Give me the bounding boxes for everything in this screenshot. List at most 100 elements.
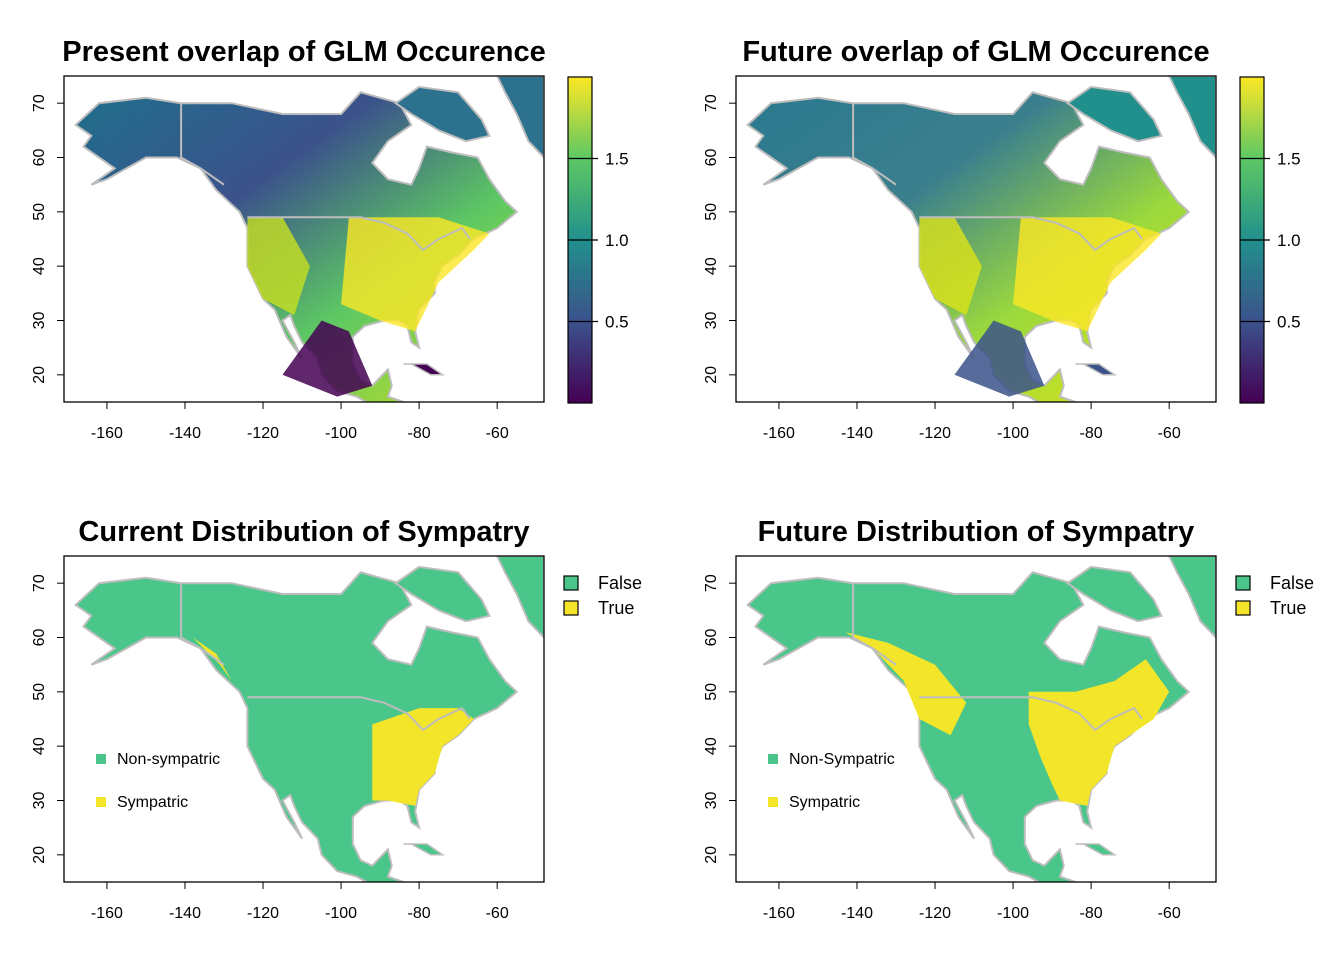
y-tick-label: 30	[703, 792, 720, 810]
map-area	[74, 76, 544, 402]
inset-legend: Non-sympatric Sympatric	[96, 751, 220, 811]
mexico-region	[954, 320, 1045, 397]
y-tick-label: 70	[31, 94, 48, 112]
colorbar-tick-label: 1.0	[605, 231, 629, 250]
y-tick-label: 70	[31, 574, 48, 592]
y-tick-label: 30	[703, 312, 720, 330]
panel-future-overlap: Future overlap of GLM Occurence -160 -140…	[672, 0, 1344, 480]
y-tick-label: 50	[31, 203, 48, 221]
mexico-region	[282, 320, 373, 397]
x-tick-label: -80	[1080, 905, 1103, 922]
x-tick-label: -100	[997, 905, 1029, 922]
map-plot: Future Distribution of Sympatry -160 -140…	[703, 516, 1314, 922]
x-tick-label: -160	[91, 905, 123, 922]
panel-title: Current Distribution of Sympatry	[78, 516, 529, 548]
colorbar-tick-label: 1.5	[1277, 150, 1301, 169]
plot-frame	[63, 555, 545, 883]
y-tick-label: 60	[703, 149, 720, 167]
national-border	[919, 696, 1143, 732]
cuba	[403, 843, 445, 856]
panel-current-sympatry: Current Distribution of Sympatry -160 -14…	[0, 480, 672, 960]
y-tick-label: 30	[31, 312, 48, 330]
x-tick-label: -60	[1158, 905, 1181, 922]
map-plot: Present overlap of GLM Occurence -160 -14…	[31, 36, 629, 442]
y-tick-label: 30	[31, 792, 48, 810]
axes: -160 -140 -120 -100 -80 -60 20 30 40 50 60 70	[703, 555, 1217, 922]
plot-frame	[63, 75, 545, 403]
inset-legend-swatch	[96, 754, 106, 764]
y-tick-label: 50	[703, 683, 720, 701]
inset-legend-swatch	[768, 797, 778, 807]
y-tick-label: 50	[703, 203, 720, 221]
category-legend: False True	[1235, 573, 1314, 618]
legend-label: False	[598, 573, 642, 593]
inset-legend-label: Sympatric	[789, 794, 860, 811]
inset-legend: Non-Sympatric Sympatric	[768, 751, 895, 811]
x-tick-label: -160	[763, 425, 795, 442]
x-tick-label: -80	[1080, 425, 1103, 442]
colorbar: 1.5 1.0 0.5	[1239, 76, 1301, 404]
map-area	[746, 556, 1216, 882]
legend-label: True	[1270, 598, 1306, 618]
y-tick-label: 40	[703, 257, 720, 275]
western-region	[247, 217, 310, 316]
legend-swatch	[1235, 600, 1251, 616]
colorbar-tick-label: 0.5	[1277, 313, 1301, 332]
y-tick-label: 40	[31, 257, 48, 275]
x-tick-label: -140	[841, 905, 873, 922]
legend-label: False	[1270, 573, 1314, 593]
legend-swatch	[563, 575, 579, 591]
x-tick-label: -120	[247, 905, 279, 922]
national-border	[247, 216, 471, 252]
panel-title: Future overlap of GLM Occurence	[742, 36, 1209, 68]
x-tick-label: -140	[169, 425, 201, 442]
x-tick-label: -120	[247, 425, 279, 442]
high-overlap-region	[341, 217, 490, 332]
national-border	[180, 583, 225, 666]
axes: -160 -140 -120 -100 -80 -60 20 30 40 50 60 70	[31, 555, 545, 922]
cuba	[403, 363, 445, 376]
y-tick-label: 50	[31, 683, 48, 701]
axes: -160 -140 -120 -100 -80 -60 20 30 40 50 60 70	[703, 75, 1217, 442]
colorbar-tick-label: 0.5	[605, 313, 629, 332]
cuba	[1075, 843, 1117, 856]
arctic-island	[393, 565, 491, 623]
national-border	[180, 103, 225, 186]
y-tick-label: 20	[703, 366, 720, 384]
y-tick-label: 60	[31, 149, 48, 167]
panel-title: Future Distribution of Sympatry	[758, 516, 1195, 548]
axes: -160 -140 -120 -100 -80 -60 20 30 40 50 60 70	[31, 75, 545, 442]
y-tick-label: 40	[31, 737, 48, 755]
x-tick-label: -60	[486, 905, 509, 922]
x-tick-label: -120	[919, 905, 951, 922]
arctic-island	[1065, 565, 1163, 623]
cuba	[1075, 363, 1117, 376]
map-area	[74, 556, 544, 882]
x-tick-label: -100	[325, 425, 357, 442]
x-tick-label: -140	[169, 905, 201, 922]
arctic-island	[1065, 85, 1163, 143]
sympatric-region	[845, 632, 967, 736]
sympatric-region	[1028, 659, 1170, 806]
panel-title: Present overlap of GLM Occurence	[62, 36, 545, 68]
legend-swatch	[1235, 575, 1251, 591]
legend-label: True	[598, 598, 634, 618]
x-tick-label: -100	[997, 425, 1029, 442]
inset-legend-label: Non-Sympatric	[789, 751, 895, 768]
western-region	[919, 217, 982, 316]
y-tick-label: 40	[703, 737, 720, 755]
greenland	[1168, 556, 1216, 639]
inset-legend-swatch	[768, 754, 778, 764]
plot-frame	[735, 555, 1217, 883]
greenland	[496, 76, 544, 159]
x-tick-label: -100	[325, 905, 357, 922]
y-tick-label: 60	[31, 629, 48, 647]
map-area	[746, 76, 1216, 402]
national-border	[852, 583, 897, 666]
inset-legend-label: Sympatric	[117, 794, 188, 811]
map-plot: Current Distribution of Sympatry -160 -14…	[31, 516, 642, 922]
x-tick-label: -60	[1158, 425, 1181, 442]
sympatric-region	[372, 708, 474, 806]
category-legend: False True	[563, 573, 642, 618]
high-overlap-region	[1013, 217, 1162, 332]
